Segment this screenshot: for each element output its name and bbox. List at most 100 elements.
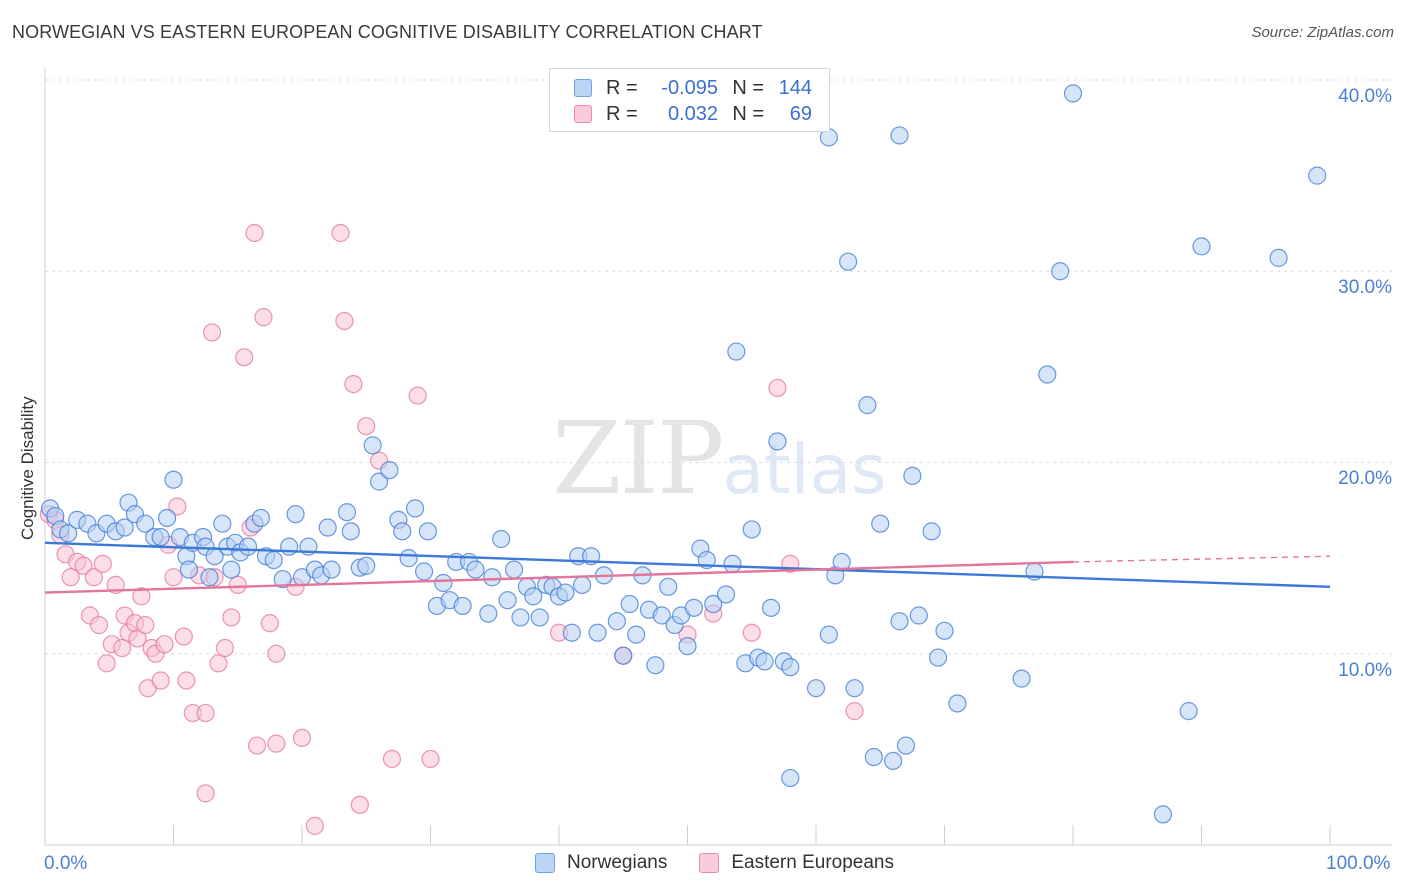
data-point xyxy=(727,342,746,361)
data-point xyxy=(235,348,254,367)
data-point xyxy=(466,560,485,579)
norwegians-legend-icon xyxy=(535,853,555,873)
data-point xyxy=(646,656,665,675)
data-point xyxy=(928,648,948,667)
data-point xyxy=(723,554,742,573)
data-point xyxy=(264,550,283,570)
data-point xyxy=(267,734,286,753)
legend-r-value: -0.095 xyxy=(661,76,718,99)
data-point xyxy=(179,560,199,579)
legend-item-norwegians[interactable]: Norwegians xyxy=(535,852,667,874)
eastern-europeans-trend-line xyxy=(44,560,1074,594)
norwegian-points xyxy=(41,84,1327,824)
data-point xyxy=(337,503,357,522)
data-point xyxy=(155,635,174,654)
data-point xyxy=(292,728,312,748)
data-point xyxy=(1012,669,1031,688)
data-point xyxy=(399,549,418,568)
data-point xyxy=(890,126,909,145)
data-point xyxy=(678,636,697,656)
data-point xyxy=(363,436,382,455)
data-point xyxy=(59,524,78,543)
data-point xyxy=(350,795,369,814)
data-point xyxy=(620,594,639,614)
data-point xyxy=(251,508,270,528)
data-point xyxy=(136,615,155,635)
data-point xyxy=(89,615,109,635)
data-point xyxy=(93,554,112,573)
data-point xyxy=(97,654,116,673)
data-point xyxy=(318,518,337,537)
x-tick-label-min: 0.0% xyxy=(44,853,88,874)
data-point xyxy=(213,514,232,533)
data-point xyxy=(839,252,858,271)
data-point xyxy=(1192,237,1211,256)
data-point xyxy=(562,623,581,642)
data-point xyxy=(202,323,222,342)
data-point xyxy=(607,612,626,631)
data-point xyxy=(922,522,941,541)
y-tick-label-10: 10.0% xyxy=(1338,660,1392,681)
series-legend: Norwegians Eastern Europeans xyxy=(535,852,926,874)
data-point xyxy=(357,417,376,436)
data-point xyxy=(909,606,928,625)
data-point xyxy=(245,223,264,243)
watermark-zip: ZIP xyxy=(552,400,724,517)
legend-row-eastern-europeans: R = 0.032 N = 69 xyxy=(574,102,812,126)
data-point xyxy=(200,568,219,587)
data-point xyxy=(341,522,360,541)
data-point xyxy=(196,784,215,803)
data-point xyxy=(151,527,170,547)
legend-row-norwegians: R = -0.095 N = 144 xyxy=(574,76,812,100)
legend-item-eastern-europeans[interactable]: Eastern Europeans xyxy=(699,852,894,874)
data-point xyxy=(948,694,967,713)
data-point xyxy=(781,768,800,788)
data-point xyxy=(511,608,530,627)
data-point xyxy=(1063,84,1083,103)
data-point xyxy=(421,749,440,769)
data-point xyxy=(215,638,234,658)
watermark: ZIPatlas xyxy=(552,400,887,517)
data-point xyxy=(177,671,196,690)
legend-r-label: R = xyxy=(606,102,638,125)
data-point xyxy=(222,608,241,627)
data-point xyxy=(806,679,826,698)
data-point xyxy=(845,679,864,698)
y-axis-label: Cognitive Disability xyxy=(18,396,37,540)
eastern-europeans-legend-icon xyxy=(699,853,720,873)
data-point xyxy=(1179,702,1198,721)
data-point xyxy=(573,575,592,595)
data-point xyxy=(524,587,543,606)
data-point xyxy=(819,625,838,644)
data-point xyxy=(845,702,864,721)
data-point xyxy=(498,591,517,610)
data-point xyxy=(280,537,299,556)
data-point xyxy=(530,608,549,627)
data-point xyxy=(755,652,774,671)
data-point xyxy=(168,497,187,516)
data-point xyxy=(935,621,954,640)
eastern-europeans-swatch-icon xyxy=(574,105,592,123)
data-point xyxy=(84,568,103,587)
data-point xyxy=(164,568,183,587)
legend-n-label: N = xyxy=(732,102,764,125)
data-point xyxy=(453,596,472,616)
legend-r-label: R = xyxy=(606,76,638,99)
axes xyxy=(44,68,1392,846)
data-point xyxy=(768,432,787,451)
data-point xyxy=(305,816,324,835)
data-point xyxy=(871,514,890,533)
data-point xyxy=(479,604,498,623)
data-point xyxy=(370,472,389,491)
data-point xyxy=(357,556,376,575)
data-point xyxy=(196,703,215,723)
legend-label-norwegians: Norwegians xyxy=(567,852,668,873)
data-point xyxy=(132,587,151,606)
data-point xyxy=(115,518,134,537)
data-point xyxy=(74,556,93,575)
data-point xyxy=(504,560,524,579)
data-point xyxy=(267,644,286,663)
data-point xyxy=(626,625,646,644)
data-point xyxy=(414,562,434,581)
chart-title: NORWEGIAN VS EASTERN EUROPEAN COGNITIVE … xyxy=(12,22,763,42)
